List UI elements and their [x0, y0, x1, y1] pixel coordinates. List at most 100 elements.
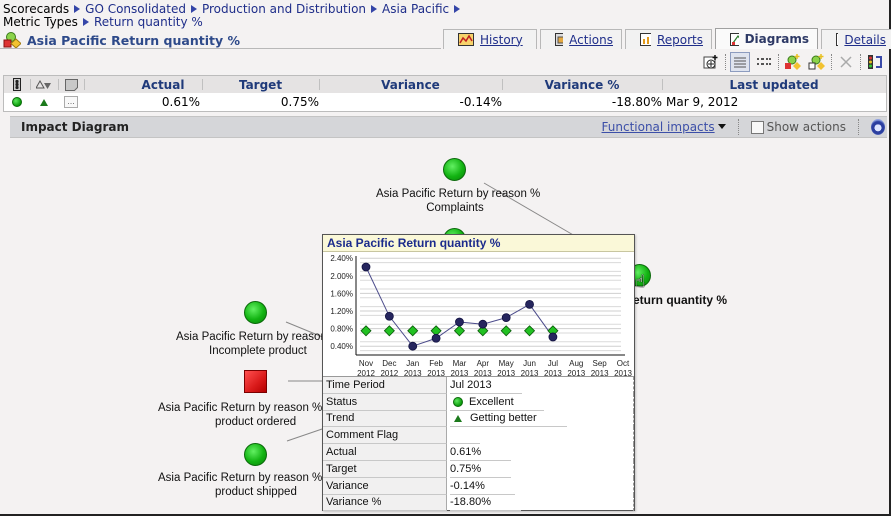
- detail-key: Status: [323, 393, 447, 411]
- functional-impacts-dropdown[interactable]: Functional impacts: [602, 120, 726, 134]
- svg-text:Apr: Apr: [477, 359, 490, 368]
- target-column-header[interactable]: Target: [202, 76, 319, 93]
- tab-reports[interactable]: Reports: [625, 29, 712, 49]
- detail-value: -18.80%: [450, 495, 521, 512]
- detail-row: Variance -0.14%: [323, 477, 634, 495]
- node-wrong-product-ordered-status-icon[interactable]: [244, 370, 267, 393]
- svg-text:1.60%: 1.60%: [330, 289, 353, 298]
- svg-text:2013: 2013: [497, 369, 515, 376]
- actual-column-header[interactable]: Actual: [84, 76, 202, 93]
- svg-text:May: May: [499, 359, 514, 368]
- detail-key: Comment Flag: [323, 427, 447, 445]
- detail-value-cell: 0.61%: [447, 444, 634, 461]
- svg-text:Aug: Aug: [569, 359, 583, 368]
- detail-value: [450, 427, 480, 445]
- node-label-line: product shipped: [215, 486, 297, 498]
- divider: [0, 48, 441, 49]
- node-wrong-product-shipped-status-icon[interactable]: [244, 443, 267, 466]
- detail-value-cell: Excellent: [447, 393, 634, 411]
- table-row[interactable]: ... 0.61% 0.75% -0.14% -18.80% Mar 9, 20…: [4, 93, 886, 111]
- node-incomplete-product-status-icon[interactable]: [244, 301, 267, 324]
- variance-pct-column-header[interactable]: Variance %: [502, 76, 662, 93]
- detail-view-button[interactable]: [754, 52, 774, 72]
- breadcrumb-row-2: Metric Types Return quantity %: [3, 15, 203, 29]
- delete-button[interactable]: [836, 52, 856, 72]
- breadcrumb-scorecards[interactable]: Scorecards: [3, 2, 70, 16]
- breadcrumb: Scorecards GO Consolidated Production and …: [3, 2, 465, 16]
- trend-up-icon: [454, 414, 462, 422]
- breadcrumb-separator-icon: [190, 5, 197, 13]
- detail-key: Variance %: [323, 494, 447, 512]
- svg-text:Mar: Mar: [453, 359, 467, 368]
- svg-text:0.40%: 0.40%: [330, 342, 353, 351]
- breadcrumb-asia-pacific[interactable]: Asia Pacific: [382, 2, 450, 16]
- breadcrumb-production-distribution[interactable]: Production and Distribution: [201, 2, 367, 16]
- svg-text:Jun: Jun: [523, 359, 536, 368]
- node-complaints-status-icon[interactable]: [443, 158, 466, 181]
- traffic-light-icon: [13, 78, 21, 91]
- info-icon: [836, 33, 839, 46]
- toolbar-separator: [831, 54, 832, 70]
- breadcrumb-return-quantity[interactable]: Return quantity %: [93, 15, 203, 29]
- detail-key: Actual: [323, 444, 447, 461]
- breadcrumb-separator-icon: [82, 18, 89, 26]
- tab-actions-label[interactable]: Actions: [569, 32, 613, 47]
- breadcrumb-go-consolidated[interactable]: GO Consolidated: [85, 2, 186, 16]
- detail-value-text: Excellent: [469, 395, 514, 408]
- breadcrumb-metric-types[interactable]: Metric Types: [3, 15, 78, 29]
- detail-value-text: 0.75%: [450, 462, 482, 475]
- new-metric-button[interactable]: [783, 52, 803, 72]
- tab-details-label[interactable]: Details: [844, 32, 886, 47]
- list-view-icon: [734, 57, 746, 68]
- last-updated-value: Mar 9, 2012: [666, 95, 739, 109]
- detail-value-text: Jul 2013: [450, 378, 492, 391]
- last-updated-column-header[interactable]: Last updated: [662, 76, 886, 93]
- link-metric-button[interactable]: [807, 52, 827, 72]
- svg-text:2013: 2013: [567, 369, 585, 376]
- actual-value: 0.61%: [161, 95, 200, 109]
- toolbar: [701, 52, 885, 72]
- toolbar-separator: [737, 119, 739, 135]
- tab-history[interactable]: History: [443, 29, 537, 49]
- report-link-button[interactable]: [865, 52, 885, 72]
- comment-button[interactable]: ...: [64, 96, 78, 108]
- detail-value-text: -0.14%: [450, 479, 485, 492]
- svg-text:Jan: Jan: [406, 359, 419, 368]
- node-return-quantity-label[interactable]: eturn quantity %: [633, 293, 728, 307]
- tab-diagrams[interactable]: Diagrams: [715, 28, 818, 49]
- svg-text:Jul: Jul: [548, 359, 558, 368]
- link-metric-icon: [808, 54, 825, 70]
- detail-value-cell: -18.80%: [447, 494, 634, 512]
- trend-up-icon: [40, 98, 48, 106]
- show-actions-label[interactable]: Show actions: [766, 120, 846, 134]
- detail-value: Jul 2013: [450, 377, 522, 394]
- detail-key: Trend: [323, 410, 447, 428]
- detail-value-text: Getting better: [470, 412, 537, 425]
- comment-flag-icon: [64, 78, 78, 91]
- report-link-icon: [868, 55, 882, 69]
- list-view-button[interactable]: [730, 52, 750, 72]
- tab-diagrams-label: Diagrams: [744, 32, 809, 46]
- status-green-icon: [453, 396, 463, 407]
- svg-text:2012: 2012: [357, 369, 375, 376]
- svg-text:2013: 2013: [451, 369, 469, 376]
- status-column-header[interactable]: [4, 76, 30, 93]
- tab-details[interactable]: Details: [821, 29, 891, 49]
- tab-history-label[interactable]: History: [480, 32, 523, 47]
- tab-reports-label[interactable]: Reports: [656, 32, 703, 47]
- add-watchlist-button[interactable]: [701, 52, 721, 72]
- detail-row: Variance % -18.80%: [323, 494, 634, 512]
- variance-column-header[interactable]: Variance: [319, 76, 502, 93]
- tab-actions[interactable]: Actions: [540, 29, 622, 49]
- show-actions-checkbox[interactable]: [750, 120, 764, 134]
- node-complaints-label[interactable]: Asia Pacific Return by reason % Complain…: [376, 187, 540, 215]
- node-incomplete-product-label[interactable]: Asia Pacific Return by reason Incomplete…: [176, 330, 327, 358]
- comment-column-header[interactable]: [58, 76, 84, 93]
- trend-column-header[interactable]: [30, 76, 58, 93]
- refresh-icon[interactable]: [871, 119, 885, 135]
- variance-pct-value: -18.80%: [611, 95, 662, 109]
- node-wrong-product-shipped-label[interactable]: Asia Pacific Return by reason % W produc…: [158, 471, 328, 499]
- detail-row: Trend Getting better: [323, 410, 634, 428]
- node-wrong-product-ordered-label[interactable]: Asia Pacific Return by reason % W produc…: [158, 401, 328, 429]
- impact-diagram-title: Impact Diagram: [21, 120, 129, 134]
